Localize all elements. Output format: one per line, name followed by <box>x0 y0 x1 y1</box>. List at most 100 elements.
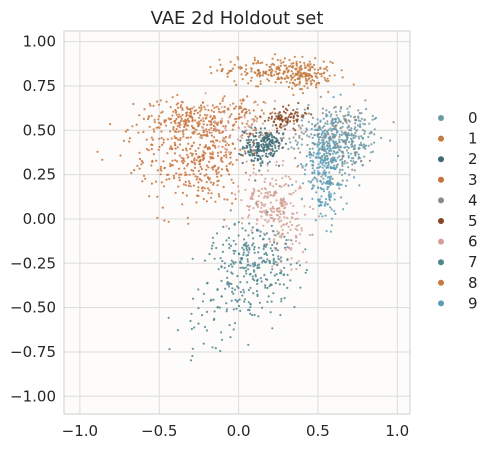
data-point-0 <box>337 151 339 153</box>
data-point-6 <box>292 205 294 207</box>
data-point-6 <box>246 205 248 207</box>
data-point-8 <box>164 121 166 123</box>
data-point-6 <box>304 214 306 216</box>
data-point-7 <box>253 279 255 281</box>
data-point-9 <box>306 155 308 157</box>
data-point-3 <box>197 147 199 149</box>
data-point-6 <box>257 206 259 208</box>
data-point-0 <box>342 122 344 124</box>
data-point-9 <box>339 159 341 161</box>
data-point-6 <box>275 179 277 181</box>
data-point-3 <box>148 195 150 197</box>
data-point-6 <box>240 135 242 137</box>
data-point-3 <box>212 144 214 146</box>
data-point-0 <box>341 169 343 171</box>
data-point-4 <box>322 139 324 141</box>
data-point-3 <box>198 170 200 172</box>
data-point-8 <box>172 96 174 98</box>
data-point-5 <box>277 115 279 117</box>
data-point-1 <box>266 78 268 80</box>
data-point-9 <box>318 129 320 131</box>
data-point-5 <box>307 107 309 109</box>
legend-marker <box>438 136 444 142</box>
data-point-1 <box>233 80 235 82</box>
data-point-6 <box>275 164 277 166</box>
data-point-3 <box>232 143 234 145</box>
data-point-1 <box>329 61 331 63</box>
data-point-7 <box>273 259 275 261</box>
data-point-6 <box>220 132 222 134</box>
data-point-3 <box>253 164 255 166</box>
data-point-9 <box>291 146 293 148</box>
data-point-3 <box>196 178 198 180</box>
data-point-1 <box>285 68 287 70</box>
data-point-1 <box>304 76 306 78</box>
data-point-7 <box>243 249 245 251</box>
y-tick-label: −1.00 <box>10 387 56 405</box>
data-point-9 <box>329 144 331 146</box>
data-point-8 <box>246 123 248 125</box>
data-point-3 <box>142 161 144 163</box>
data-point-7 <box>228 228 230 230</box>
data-point-0 <box>348 134 350 136</box>
data-point-2 <box>272 140 274 142</box>
data-point-0 <box>352 145 354 147</box>
data-point-3 <box>222 139 224 141</box>
data-point-7 <box>238 305 240 307</box>
data-point-2 <box>249 146 251 148</box>
data-point-6 <box>291 243 293 245</box>
data-point-6 <box>256 120 258 122</box>
data-point-7 <box>249 287 251 289</box>
data-point-1 <box>284 78 286 80</box>
data-point-7 <box>249 303 251 305</box>
data-point-7 <box>226 310 228 312</box>
data-point-7 <box>253 248 255 250</box>
data-point-4 <box>331 178 333 180</box>
data-point-1 <box>254 57 256 59</box>
data-point-3 <box>179 179 181 181</box>
data-point-3 <box>138 114 140 116</box>
data-point-4 <box>249 112 251 114</box>
data-point-3 <box>201 168 203 170</box>
data-point-6 <box>289 229 291 231</box>
data-point-4 <box>288 138 290 140</box>
data-point-9 <box>330 176 332 178</box>
data-point-8 <box>206 114 208 116</box>
data-point-2 <box>268 153 270 155</box>
data-point-4 <box>320 96 322 98</box>
data-point-5 <box>267 119 269 121</box>
data-point-3 <box>130 172 132 174</box>
data-point-3 <box>178 174 180 176</box>
data-point-6 <box>272 206 274 208</box>
data-point-3 <box>192 127 194 129</box>
data-point-7 <box>231 300 233 302</box>
data-point-8 <box>198 117 200 119</box>
data-point-4 <box>312 117 314 119</box>
data-point-7 <box>293 306 295 308</box>
data-point-7 <box>272 230 274 232</box>
data-point-1 <box>315 86 317 88</box>
data-point-0 <box>338 155 340 157</box>
data-point-7 <box>177 329 179 331</box>
data-point-7 <box>220 266 222 268</box>
data-point-4 <box>357 109 359 111</box>
legend-label: 0 <box>468 109 478 127</box>
data-point-1 <box>230 70 232 72</box>
data-point-6 <box>271 265 273 267</box>
data-point-3 <box>220 122 222 124</box>
data-point-7 <box>260 277 262 279</box>
data-point-1 <box>226 73 228 75</box>
data-point-1 <box>299 88 301 90</box>
data-point-7 <box>229 336 231 338</box>
data-point-6 <box>283 216 285 218</box>
data-point-7 <box>236 285 238 287</box>
data-point-1 <box>219 64 221 66</box>
data-point-2 <box>264 127 266 129</box>
data-point-8 <box>234 118 236 120</box>
data-point-2 <box>248 139 250 141</box>
data-point-3 <box>152 139 154 141</box>
data-point-1 <box>280 77 282 79</box>
data-point-7 <box>279 283 281 285</box>
data-point-8 <box>251 123 253 125</box>
data-point-1 <box>304 67 306 69</box>
